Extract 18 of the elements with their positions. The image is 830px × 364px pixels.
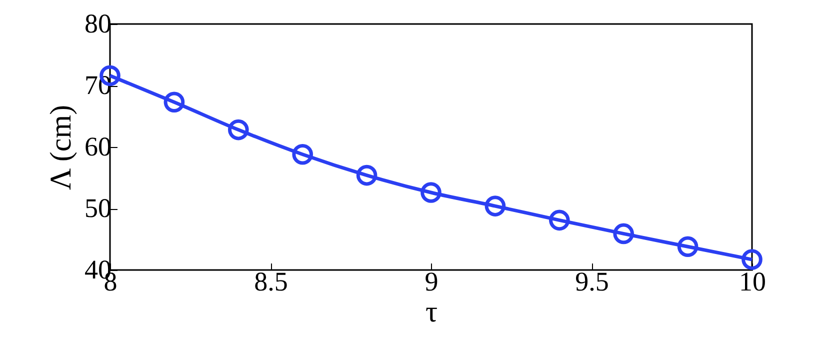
point xyxy=(228,119,249,140)
y-axis-title: Λ (cm) xyxy=(44,104,78,190)
point xyxy=(484,196,506,216)
x-tick-label: 9 xyxy=(424,266,438,296)
point xyxy=(677,236,698,258)
y-tick-label: 60 xyxy=(84,132,112,162)
y-tick-label: 80 xyxy=(84,8,112,38)
point xyxy=(613,223,634,244)
point xyxy=(164,92,185,112)
point xyxy=(548,210,570,231)
x-tick-label: 10 xyxy=(739,266,766,296)
point xyxy=(742,249,762,270)
point xyxy=(420,182,442,203)
x-axis-title: τ xyxy=(425,296,438,328)
point xyxy=(356,164,378,186)
point xyxy=(292,144,314,165)
x-tick-label: 8.5 xyxy=(254,266,288,296)
x-tick-label: 9.5 xyxy=(575,266,609,296)
